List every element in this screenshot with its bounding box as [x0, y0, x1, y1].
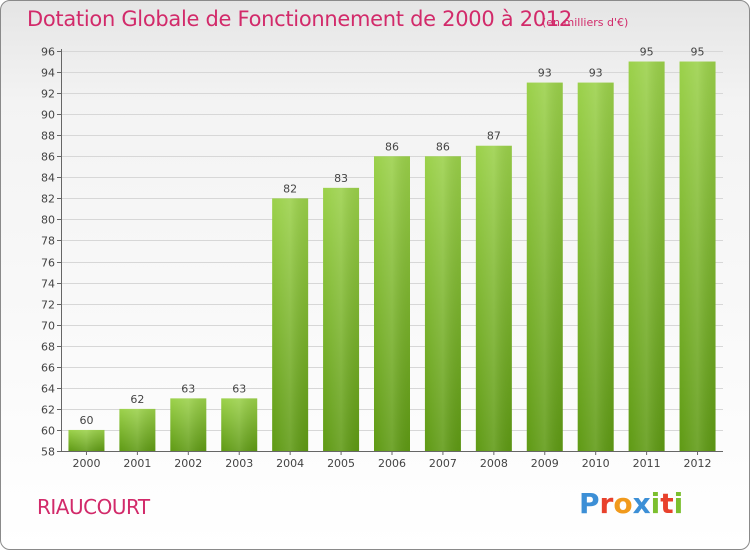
bar-value-label: 82: [283, 182, 297, 195]
bar-value-label: 87: [487, 130, 501, 143]
y-tick-label: 62: [41, 404, 55, 417]
x-tick-label: 2007: [429, 457, 457, 470]
bar-highlight: [323, 187, 360, 451]
y-tick-label: 70: [41, 320, 55, 333]
x-tick-label: 2001: [123, 457, 151, 470]
bar-highlight: [68, 429, 105, 451]
bar-value-label: 60: [79, 414, 93, 427]
y-tick-label: 80: [41, 214, 55, 227]
x-tick-label: 2009: [531, 457, 559, 470]
y-tick-label: 86: [41, 151, 55, 164]
logo-letter: x: [632, 487, 651, 520]
bar-value-label: 63: [232, 382, 246, 395]
bar-layer: 60 62 63 63 82 83 86 86 87 93 93 95 95: [68, 46, 716, 452]
y-tick-label: 76: [41, 257, 55, 270]
logo-letter: o: [613, 487, 633, 520]
y-tick-label: 82: [41, 193, 55, 206]
bar-value-label: 93: [589, 67, 603, 80]
x-tick-label: 2012: [684, 457, 712, 470]
bar-value-label: 63: [181, 382, 195, 395]
chart-title: Dotation Globale de Fonctionnement de 20…: [27, 7, 572, 31]
logo-letter: i: [650, 487, 661, 520]
bar-highlight: [272, 198, 309, 451]
y-tick-label: 64: [41, 383, 55, 396]
x-tick-label: 2000: [72, 457, 100, 470]
y-tick-label: 60: [41, 425, 55, 438]
proxiti-logo[interactable]: Proxiti: [579, 487, 683, 520]
x-tick-label: 2010: [582, 457, 610, 470]
y-tick-label: 58: [41, 446, 55, 459]
y-tick-label: 66: [41, 362, 55, 375]
x-tick-label: 2011: [633, 457, 661, 470]
bar-value-label: 86: [436, 140, 450, 153]
bar-value-label: 83: [334, 172, 348, 185]
bar-value-label: 95: [691, 46, 705, 59]
y-tick-label: 74: [41, 278, 55, 291]
bar-highlight: [374, 156, 410, 451]
bar-highlight: [679, 61, 716, 452]
x-tick-label: 2006: [378, 457, 406, 470]
bar-highlight: [577, 82, 614, 451]
x-tick-label: 2002: [174, 457, 202, 470]
bar-value-label: 93: [538, 67, 552, 80]
x-tick-label: 2008: [480, 457, 508, 470]
axis-layer: 58 60 62 64 66 68 70 72 74 76 78 80 82 84 86 88 90 92 94 96…: [41, 46, 723, 470]
bar-highlight: [221, 398, 258, 451]
y-tick-label: 84: [41, 172, 55, 185]
bar-highlight: [424, 156, 461, 451]
bar-highlight: [170, 398, 207, 451]
x-tick-label: 2003: [225, 457, 253, 470]
y-tick-label: 72: [41, 299, 55, 312]
y-tick-label: 88: [41, 130, 55, 143]
y-tick-label: 78: [41, 235, 55, 248]
bar-highlight: [526, 82, 563, 451]
logo-letter: i: [673, 487, 684, 520]
y-tick-label: 96: [41, 46, 55, 59]
bar-highlight: [119, 408, 156, 451]
logo-letter: r: [599, 487, 614, 520]
bar-value-label: 86: [385, 140, 399, 153]
bar-value-label: 95: [640, 46, 654, 59]
bar-highlight: [628, 61, 665, 452]
commune-name: RIAUCOURT: [37, 495, 150, 519]
y-tick-label: 94: [41, 67, 55, 80]
logo-letter: P: [579, 487, 600, 520]
y-tick-label: 68: [41, 341, 55, 354]
x-tick-label: 2004: [276, 457, 304, 470]
bar-value-label: 62: [130, 393, 144, 406]
y-tick-label: 92: [41, 88, 55, 101]
y-tick-label: 90: [41, 109, 55, 122]
logo-letter: t: [660, 487, 674, 520]
bar-highlight: [475, 145, 512, 451]
chart-subtitle: (en milliers d'€): [542, 16, 629, 29]
x-tick-label: 2005: [327, 457, 355, 470]
